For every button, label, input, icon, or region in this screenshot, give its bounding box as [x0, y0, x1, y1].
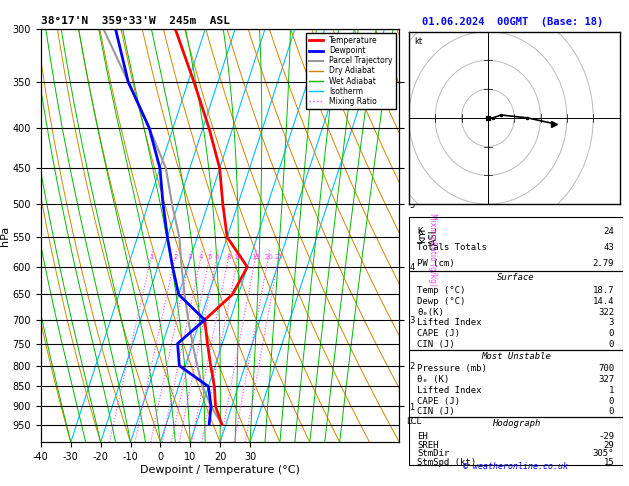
Text: Pressure (mb): Pressure (mb) — [418, 364, 487, 373]
Text: 305°: 305° — [593, 449, 614, 458]
Text: Lifted Index: Lifted Index — [418, 386, 482, 395]
Text: Hodograph: Hodograph — [492, 419, 540, 428]
Text: 38°17'N  359°33'W  245m  ASL: 38°17'N 359°33'W 245m ASL — [41, 16, 230, 26]
Text: 14.4: 14.4 — [593, 297, 614, 306]
Text: 29: 29 — [603, 440, 614, 450]
Text: 3: 3 — [188, 254, 192, 260]
Text: 20: 20 — [264, 254, 273, 260]
Text: © weatheronline.co.uk: © weatheronline.co.uk — [464, 462, 568, 471]
Text: StmDir: StmDir — [418, 449, 450, 458]
Text: -29: -29 — [598, 432, 614, 441]
Text: θₑ(K): θₑ(K) — [418, 308, 444, 317]
Text: 0: 0 — [609, 330, 614, 338]
Text: kt: kt — [414, 37, 422, 46]
Text: 18.7: 18.7 — [593, 286, 614, 295]
Bar — [409, 217, 623, 271]
Bar — [409, 349, 623, 417]
Text: 2: 2 — [173, 254, 177, 260]
Text: 1: 1 — [609, 386, 614, 395]
Text: CAPE (J): CAPE (J) — [418, 397, 460, 406]
Text: 6: 6 — [214, 254, 220, 260]
Text: LCL: LCL — [406, 417, 421, 426]
Text: 01.06.2024  00GMT  (Base: 18): 01.06.2024 00GMT (Base: 18) — [422, 17, 603, 27]
Text: Lifted Index: Lifted Index — [418, 318, 482, 328]
Text: Totals Totals: Totals Totals — [418, 243, 487, 252]
Text: K: K — [418, 227, 423, 236]
Text: EH: EH — [418, 432, 428, 441]
X-axis label: Dewpoint / Temperature (°C): Dewpoint / Temperature (°C) — [140, 465, 300, 475]
Text: Mixing Ratio (g/kg): Mixing Ratio (g/kg) — [428, 213, 437, 286]
Text: Dewp (°C): Dewp (°C) — [418, 297, 466, 306]
Text: CIN (J): CIN (J) — [418, 340, 455, 349]
Text: 5: 5 — [208, 254, 212, 260]
Text: 4: 4 — [199, 254, 203, 260]
Text: SREH: SREH — [418, 440, 439, 450]
Text: 25: 25 — [274, 254, 283, 260]
Text: 2.79: 2.79 — [593, 259, 614, 268]
Text: 1: 1 — [149, 254, 153, 260]
Text: 15: 15 — [603, 458, 614, 467]
Text: 8: 8 — [226, 254, 231, 260]
Text: StmSpd (kt): StmSpd (kt) — [418, 458, 477, 467]
Text: Most Unstable: Most Unstable — [481, 352, 551, 361]
Bar — [409, 417, 623, 466]
Y-axis label: km
ASL: km ASL — [417, 226, 439, 245]
Text: 0: 0 — [609, 340, 614, 349]
Text: Surface: Surface — [497, 274, 535, 282]
Text: 24: 24 — [603, 227, 614, 236]
Legend: Temperature, Dewpoint, Parcel Trajectory, Dry Adiabat, Wet Adiabat, Isotherm, Mi: Temperature, Dewpoint, Parcel Trajectory… — [306, 33, 396, 109]
Text: 327: 327 — [598, 375, 614, 384]
Text: 15: 15 — [251, 254, 260, 260]
Text: 700: 700 — [598, 364, 614, 373]
Text: CAPE (J): CAPE (J) — [418, 330, 460, 338]
Bar — [409, 271, 623, 349]
Text: θₑ (K): θₑ (K) — [418, 375, 450, 384]
Text: PW (cm): PW (cm) — [418, 259, 455, 268]
Text: 43: 43 — [603, 243, 614, 252]
Text: 0: 0 — [609, 397, 614, 406]
Y-axis label: hPa: hPa — [0, 226, 10, 246]
Text: CIN (J): CIN (J) — [418, 407, 455, 417]
Text: 3: 3 — [609, 318, 614, 328]
Text: Temp (°C): Temp (°C) — [418, 286, 466, 295]
Text: 0: 0 — [609, 407, 614, 417]
Text: 10: 10 — [233, 254, 243, 260]
Text: 322: 322 — [598, 308, 614, 317]
